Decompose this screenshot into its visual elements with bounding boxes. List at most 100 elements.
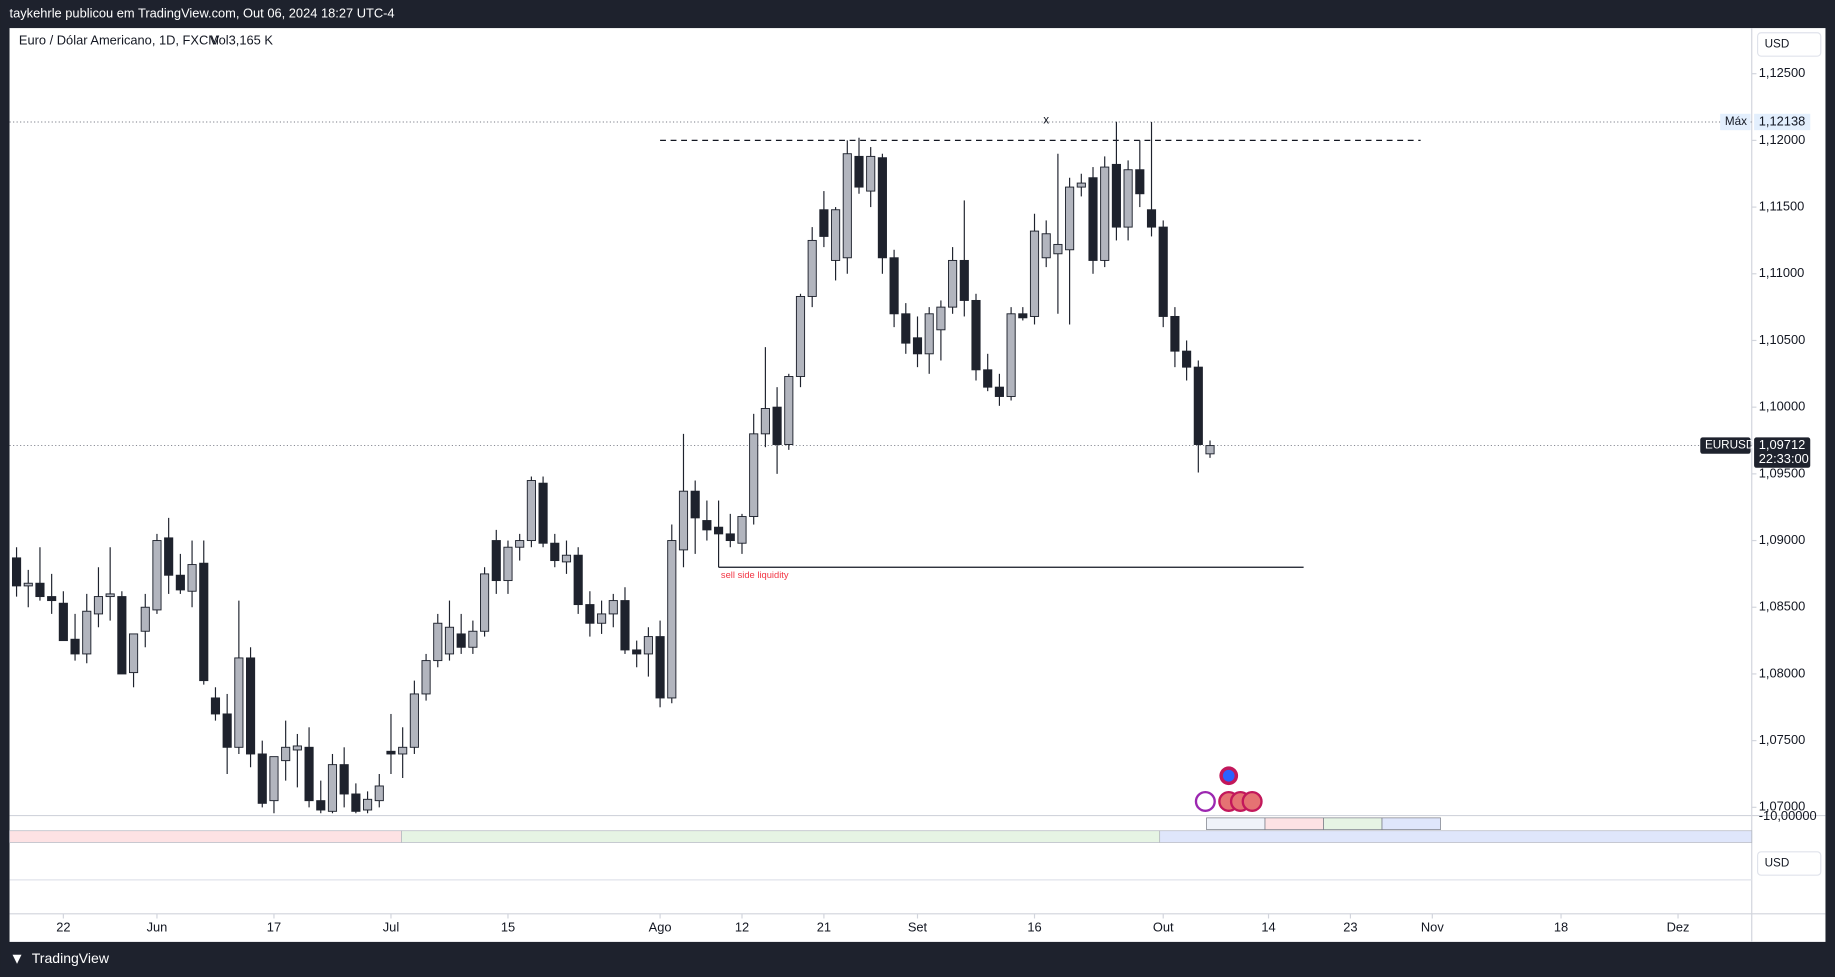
candle-body: [854, 155, 864, 188]
x-tick-label: 14: [1261, 919, 1275, 934]
candle-body: [912, 337, 923, 355]
candle-body: [480, 573, 490, 632]
currency-label[interactable]: USD: [1765, 38, 1790, 51]
x-tick-label: Jul: [383, 919, 399, 934]
candle-body: [994, 386, 1004, 397]
currency-label[interactable]: USD: [1765, 857, 1790, 870]
candle-body: [725, 533, 735, 542]
candle-body: [924, 313, 934, 355]
candle-body: [175, 574, 185, 591]
candle-body: [11, 557, 22, 587]
candle-body: [936, 306, 946, 331]
y-tick-label: 1,09000: [1759, 532, 1805, 547]
x-tick-label: 21: [817, 919, 831, 934]
candle-body: [1123, 169, 1133, 228]
candle-body: [877, 157, 887, 259]
candle-body: [515, 540, 525, 548]
y-tick-label: 1,12000: [1759, 132, 1805, 147]
x-tick-label: 12: [735, 919, 749, 934]
candle-body: [1182, 350, 1192, 368]
candle-body: [1065, 186, 1075, 251]
y-tick-label: 1,07000: [1759, 799, 1805, 814]
session-box: [1264, 817, 1324, 830]
max-label: Máx: [1725, 115, 1747, 128]
candle-body: [561, 554, 572, 563]
candle-body: [1193, 366, 1203, 445]
candle-body: [655, 636, 665, 699]
y-tick-label: 1,08000: [1759, 665, 1805, 680]
max-value-box: [1754, 113, 1811, 131]
candle-body: [327, 764, 338, 812]
x-tick-label: 22: [56, 919, 70, 934]
y-tick-label: 1,10000: [1759, 399, 1805, 414]
session-box: [1323, 817, 1383, 830]
brand-name: TradingView: [32, 950, 110, 966]
candle-body: [585, 604, 595, 624]
last-price-value: 1,09712: [1759, 437, 1805, 452]
candle-body: [491, 540, 501, 582]
session-band: [9, 830, 402, 843]
candle-body: [269, 756, 279, 802]
y-tick-label: 1,07500: [1759, 732, 1805, 747]
currency-button[interactable]: [1757, 851, 1822, 876]
x-tick-label: Out: [1153, 919, 1174, 934]
candle-body: [690, 490, 700, 519]
candle-body: [35, 582, 45, 598]
x-tick-label: Nov: [1421, 919, 1444, 934]
event-icon[interactable]: [1194, 790, 1216, 813]
candle-body: [117, 596, 127, 675]
candle-body: [1100, 166, 1110, 261]
candle-body: [316, 800, 326, 811]
candle-body: [1018, 313, 1028, 319]
last-price-box: [1754, 437, 1811, 468]
candle-body: [983, 369, 993, 388]
candle-body: [456, 633, 466, 648]
candle-body: [444, 626, 455, 655]
y-tick-label: 1,09500: [1759, 465, 1805, 480]
candle-body: [1088, 177, 1098, 261]
candle-body: [971, 299, 981, 371]
overlay: 1,07000 1,07500 1,08000 1,08500 1,09000 1,095…: [56, 65, 1811, 934]
candle-body: [363, 798, 373, 811]
candle-body: [1158, 226, 1168, 317]
candle-body: [1029, 230, 1040, 317]
candle-body: [503, 546, 513, 582]
candle-body: [351, 793, 361, 812]
candle-body: [187, 564, 197, 592]
candle-body: [760, 408, 770, 435]
candle-body: [468, 630, 478, 648]
candle-body: [749, 433, 759, 518]
countdown: 22:33:00: [1759, 451, 1809, 466]
event-icon[interactable]: [1241, 790, 1263, 813]
candle-body: [386, 750, 396, 755]
event-icon-inner: [1222, 769, 1235, 782]
candle-body: [128, 633, 139, 674]
candle-body: [1053, 243, 1063, 255]
candle-body: [105, 593, 115, 598]
annotation-text: sell side liquidity: [721, 570, 789, 580]
candle-body: [1076, 182, 1086, 188]
y-tick-label: 1,10500: [1759, 332, 1805, 347]
lower-pane-tick: -10,00000: [1759, 808, 1817, 823]
candle-body: [714, 526, 724, 535]
y-tick-label: 1,11000: [1759, 265, 1805, 280]
session-band: [401, 830, 1161, 843]
candle-body: [93, 596, 104, 615]
candle-body: [1111, 163, 1121, 228]
chart-area: [9, 28, 1826, 942]
candle-body: [889, 257, 899, 315]
candle-body: [1006, 313, 1016, 397]
annotation-text: x: [1043, 113, 1049, 126]
candle-body: [550, 542, 560, 562]
session-band: [1159, 830, 1753, 843]
candle-body: [538, 482, 548, 544]
candle-body: [678, 490, 689, 551]
candle-body: [281, 746, 291, 762]
candle-body: [667, 540, 677, 699]
candle-body: [948, 259, 958, 308]
candle-body: [234, 657, 244, 748]
candle-body: [58, 602, 68, 642]
candle-body: [632, 649, 642, 655]
currency-button[interactable]: [1757, 32, 1822, 57]
